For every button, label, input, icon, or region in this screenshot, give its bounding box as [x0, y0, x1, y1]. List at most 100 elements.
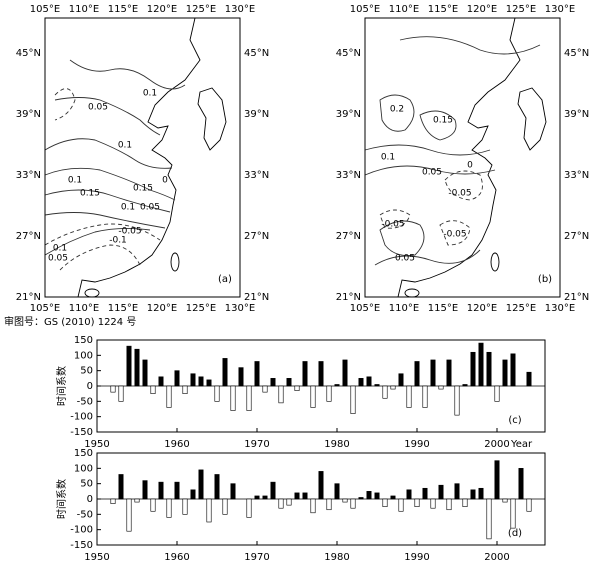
bar	[398, 498, 404, 512]
lon-label: 125°E	[506, 4, 536, 15]
panel-label: (c)	[508, 415, 521, 426]
bar	[206, 498, 212, 523]
contour-line	[44, 212, 166, 229]
contour-line-negative	[44, 223, 161, 246]
bar	[118, 474, 124, 500]
bar	[430, 498, 436, 509]
x-tick-label: 2000	[484, 439, 509, 450]
contour-line	[419, 110, 457, 141]
bar	[302, 361, 308, 387]
bar	[406, 385, 412, 408]
bar	[390, 385, 396, 390]
bar	[222, 498, 228, 515]
contour-line-negative	[439, 220, 471, 246]
bar	[214, 385, 220, 402]
lat-label: 21°N	[16, 292, 41, 303]
contour-line	[54, 97, 161, 136]
lon-label: 125°E	[186, 4, 216, 15]
contour-line-negative	[59, 244, 141, 271]
bar	[174, 370, 180, 387]
lat-label: 39°N	[244, 109, 269, 120]
coastline	[397, 17, 521, 298]
bar	[270, 481, 276, 500]
bar	[342, 359, 348, 387]
bar	[118, 385, 124, 402]
lat-label: 39°N	[564, 109, 589, 120]
bar	[382, 498, 388, 507]
bar	[382, 385, 388, 399]
lon-label: 110°E	[69, 303, 99, 314]
bar	[494, 460, 500, 500]
y-tick-label: 50	[80, 366, 93, 377]
lon-label: 130°E	[545, 4, 575, 15]
lat-label: 45°N	[336, 48, 361, 59]
bar	[334, 384, 340, 387]
y-axis-label: 时间系数	[55, 366, 68, 406]
bar	[142, 480, 148, 500]
caption: 审图号：GS (2010) 1224 号	[4, 315, 136, 328]
bar	[150, 498, 156, 512]
map-frame	[364, 17, 561, 298]
y-tick-label: 100	[74, 350, 93, 361]
bar	[158, 481, 164, 500]
bar	[414, 361, 420, 387]
bar	[254, 361, 260, 387]
contour-label: 0.1	[53, 244, 67, 254]
bar	[286, 378, 292, 387]
bar	[190, 373, 196, 387]
contour-line	[364, 165, 496, 176]
bar	[446, 359, 452, 387]
bar	[454, 385, 460, 416]
lon-label: 120°E	[147, 303, 177, 314]
bar	[350, 498, 356, 509]
y-axis-label: 时间系数	[55, 479, 68, 519]
bar	[470, 489, 476, 500]
bar	[430, 359, 436, 387]
x-tick-label: 1980	[324, 439, 349, 450]
bar	[486, 498, 492, 540]
contour-line	[379, 220, 425, 256]
y-tick-label: 100	[74, 463, 93, 474]
bar	[278, 498, 284, 509]
bar	[310, 385, 316, 408]
panel-label: (d)	[508, 528, 522, 539]
y-tick-label: 0	[87, 381, 93, 392]
contour-label: 0.15	[80, 189, 100, 199]
bar	[390, 495, 396, 500]
lat-label: 21°N	[564, 292, 589, 303]
bar	[462, 498, 468, 507]
contour-line	[399, 36, 541, 55]
y-tick-label: -150	[70, 540, 93, 551]
lat-label: 27°N	[564, 231, 589, 242]
lat-label: 21°N	[336, 292, 361, 303]
x-tick-label: 1950	[84, 439, 109, 450]
lon-label: 110°E	[69, 4, 99, 15]
bar	[494, 385, 500, 402]
bar	[270, 378, 276, 387]
bar	[358, 497, 364, 500]
island	[404, 288, 420, 298]
lon-label: 110°E	[389, 4, 419, 15]
contour-line-negative	[379, 209, 411, 229]
bar	[182, 385, 188, 394]
bar	[126, 498, 132, 532]
bar	[294, 385, 300, 391]
island	[490, 252, 500, 272]
bar	[150, 385, 156, 394]
lon-label: 125°E	[506, 303, 536, 314]
lon-label: 105°E	[350, 4, 380, 15]
bar	[374, 492, 380, 500]
y-tick-label: -50	[77, 396, 93, 407]
bar	[438, 385, 444, 390]
coastline	[517, 87, 547, 151]
lon-label: 120°E	[467, 4, 497, 15]
x-tick-label: 1950	[84, 552, 109, 563]
bar	[366, 491, 372, 500]
contour-label: -0.05	[381, 220, 404, 230]
bar	[294, 492, 300, 500]
x-tick-label: 1990	[404, 552, 429, 563]
contour-label: 0.2	[390, 105, 404, 115]
contour-label: -0.05	[448, 189, 471, 199]
contour-line-negative	[444, 170, 483, 201]
